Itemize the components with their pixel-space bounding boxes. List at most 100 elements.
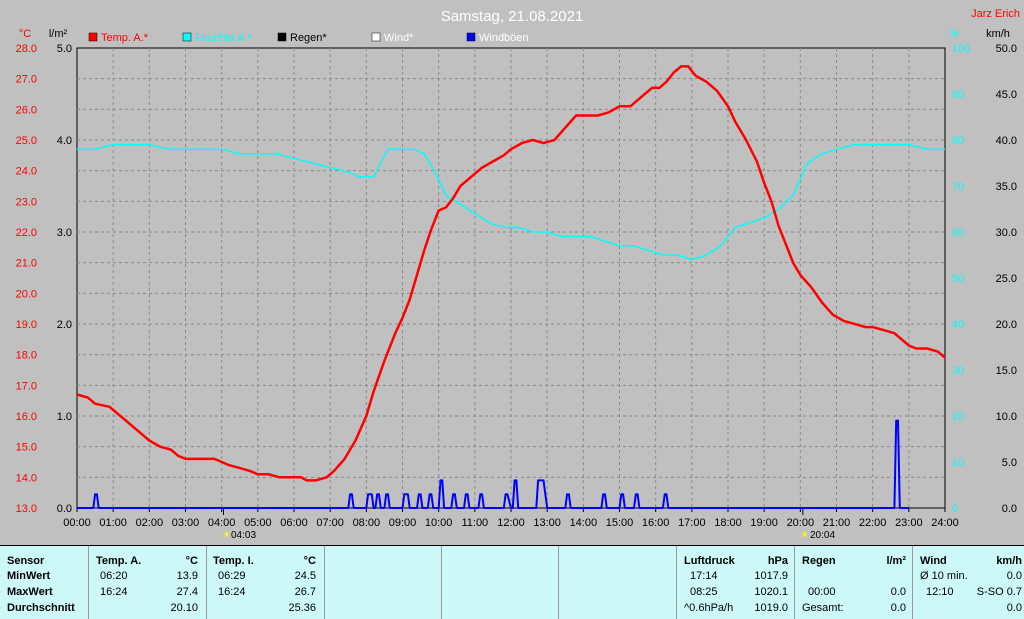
wind-column: Wind km/h Ø 10 min. 0.0 12:10 S-SO 0.7 0.0 bbox=[913, 546, 1024, 619]
temp-i-avg-value: 25.36 bbox=[288, 602, 316, 614]
pressure-min-time: 17:14 bbox=[690, 570, 718, 582]
temp-tick-label: 26.0 bbox=[16, 104, 37, 116]
sunrise-label: 04:03 bbox=[231, 530, 256, 541]
rain-column: Regen l/m² 00:00 0.0 Gesamt: 0.0 bbox=[795, 546, 913, 619]
rain-header: Regen bbox=[802, 555, 836, 567]
x-tick-label: 09:00 bbox=[389, 517, 417, 529]
rain-tick-label: 3.0 bbox=[57, 227, 72, 239]
wind-tick-label: 10.0 bbox=[996, 411, 1017, 423]
rain-total-value: 0.0 bbox=[890, 602, 906, 614]
x-tick-label: 11:00 bbox=[461, 517, 488, 529]
sensor-column: Sensor MinWert MaxWert Durchschnitt bbox=[0, 546, 89, 619]
humidity-tick-label: 90 bbox=[952, 89, 964, 101]
rain-value: 0.0 bbox=[890, 586, 906, 598]
x-tick-label: 06:00 bbox=[280, 517, 308, 529]
temp-a-unit: °C bbox=[185, 555, 198, 567]
temp-tick-label: 13.0 bbox=[16, 503, 37, 515]
wind-avg-value: 0.0 bbox=[1006, 570, 1022, 582]
temp-i-min-time: 06:29 bbox=[218, 570, 246, 582]
humidity-tick-label: 70 bbox=[952, 181, 964, 193]
empty-column bbox=[442, 546, 559, 619]
humidity-tick-label: 0 bbox=[952, 503, 958, 515]
wind-tick-label: 15.0 bbox=[996, 365, 1017, 377]
legend-label: Wind* bbox=[384, 32, 414, 44]
pressure-max-value: 1020.1 bbox=[754, 586, 788, 598]
wind-tick-label: 40.0 bbox=[996, 135, 1017, 147]
chart-canvas: 13.0 14.0 15.0 16.0 17.0 18.0 19.0 20.0 21.0 22.0… bbox=[15, 8, 1020, 541]
humidity-tick-label: 10 bbox=[952, 457, 964, 469]
wind-header: Wind bbox=[920, 555, 947, 567]
legend-label: Feuchte A.* bbox=[195, 32, 253, 44]
x-tick-label: 04:00 bbox=[208, 517, 236, 529]
humidity-tick-label: 40 bbox=[952, 319, 964, 331]
weather-chart: 13.0 14.0 15.0 16.0 17.0 18.0 19.0 20.0 21.0 22.0… bbox=[15, 8, 1020, 541]
x-tick-label: 03:00 bbox=[172, 517, 200, 529]
rain-time: 00:00 bbox=[808, 586, 836, 598]
x-tick-label: 19:00 bbox=[750, 517, 778, 529]
temp-tick-label: 18.0 bbox=[16, 350, 37, 362]
humidity-tick-label: 30 bbox=[952, 365, 964, 377]
min-row-label: MinWert bbox=[7, 570, 51, 582]
wind-tick-label: 20.0 bbox=[996, 319, 1017, 331]
temp-a-header: Temp. A. bbox=[96, 555, 142, 567]
author-label: Jarz Erich bbox=[971, 8, 1020, 20]
wind-tick-label: 25.0 bbox=[996, 273, 1017, 285]
sunset-label: 20:04 bbox=[810, 530, 835, 541]
x-tick-label: 13:00 bbox=[533, 517, 561, 529]
x-tick-label: 08:00 bbox=[353, 517, 381, 529]
wind-tick-label: 35.0 bbox=[996, 181, 1017, 193]
series-line bbox=[76, 65, 946, 482]
wind-tick-label: 0.0 bbox=[1002, 503, 1017, 515]
pressure-max-time: 08:25 bbox=[690, 586, 718, 598]
legend-swatch bbox=[466, 32, 476, 42]
sensor-header: Sensor bbox=[7, 555, 45, 567]
pressure-min-value: 1017.9 bbox=[754, 570, 788, 582]
temp-tick-label: 20.0 bbox=[16, 288, 37, 300]
sun-icon: ☀ bbox=[800, 530, 809, 541]
x-tick-label: 10:00 bbox=[425, 517, 453, 529]
pressure-column: Luftdruck hPa 17:14 1017.9 08:25 1020.1 ^0.… bbox=[677, 546, 795, 619]
rain-tick-label: 1.0 bbox=[57, 411, 72, 423]
wind-last-value: 0.0 bbox=[1006, 602, 1022, 614]
pressure-header: Luftdruck bbox=[684, 555, 735, 567]
temp-a-avg-value: 20.10 bbox=[170, 602, 198, 614]
temp-tick-label: 25.0 bbox=[16, 135, 37, 147]
wind-direction-value: S-SO 0.7 bbox=[976, 586, 1022, 598]
legend-swatch bbox=[371, 32, 381, 42]
humidity-tick-label: 80 bbox=[952, 135, 964, 147]
statistics-panel: Sensor MinWert MaxWert Durchschnitt Temp… bbox=[0, 545, 1024, 619]
temp-i-max-time: 16:24 bbox=[218, 586, 246, 598]
temp-tick-label: 22.0 bbox=[16, 227, 37, 239]
temp-i-unit: °C bbox=[303, 555, 316, 567]
pressure-unit: hPa bbox=[767, 555, 788, 567]
rain-tick-label: 0.0 bbox=[57, 503, 72, 515]
x-tick-label: 21:00 bbox=[823, 517, 851, 529]
x-tick-label: 16:00 bbox=[642, 517, 670, 529]
legend-label: Regen* bbox=[290, 32, 327, 44]
pressure-trend-value: 1019.0 bbox=[754, 602, 788, 614]
x-tick-label: 18:00 bbox=[714, 517, 742, 529]
humidity-tick-label: 50 bbox=[952, 273, 964, 285]
temp-tick-label: 23.0 bbox=[16, 196, 37, 208]
pressure-trend-label: ^0.6hPa/h bbox=[684, 602, 734, 614]
temp-tick-label: 14.0 bbox=[16, 472, 37, 484]
x-tick-label: 14:00 bbox=[570, 517, 598, 529]
humidity-tick-label: 60 bbox=[952, 227, 964, 239]
wind-tick-label: 30.0 bbox=[996, 227, 1017, 239]
legend-swatch bbox=[277, 32, 287, 42]
rain-total-label: Gesamt: bbox=[802, 602, 844, 614]
rain-tick-label: 2.0 bbox=[57, 319, 72, 331]
sun-icon: ☀ bbox=[222, 530, 231, 541]
temp-tick-label: 24.0 bbox=[16, 166, 37, 178]
legend-label: Temp. A.* bbox=[101, 32, 149, 44]
chart-title: Samstag, 21.08.2021 bbox=[441, 8, 584, 25]
temp-a-min-value: 13.9 bbox=[176, 570, 198, 582]
temp-i-min-value: 24.5 bbox=[294, 570, 316, 582]
humidity-unit-label: % bbox=[949, 28, 959, 40]
temp-unit-label: °C bbox=[19, 28, 31, 40]
rain-tick-label: 5.0 bbox=[57, 43, 72, 55]
series-line bbox=[77, 143, 945, 261]
legend-label: Windböen bbox=[479, 32, 529, 44]
temp-tick-label: 19.0 bbox=[16, 319, 37, 331]
legend-swatch bbox=[88, 32, 98, 42]
